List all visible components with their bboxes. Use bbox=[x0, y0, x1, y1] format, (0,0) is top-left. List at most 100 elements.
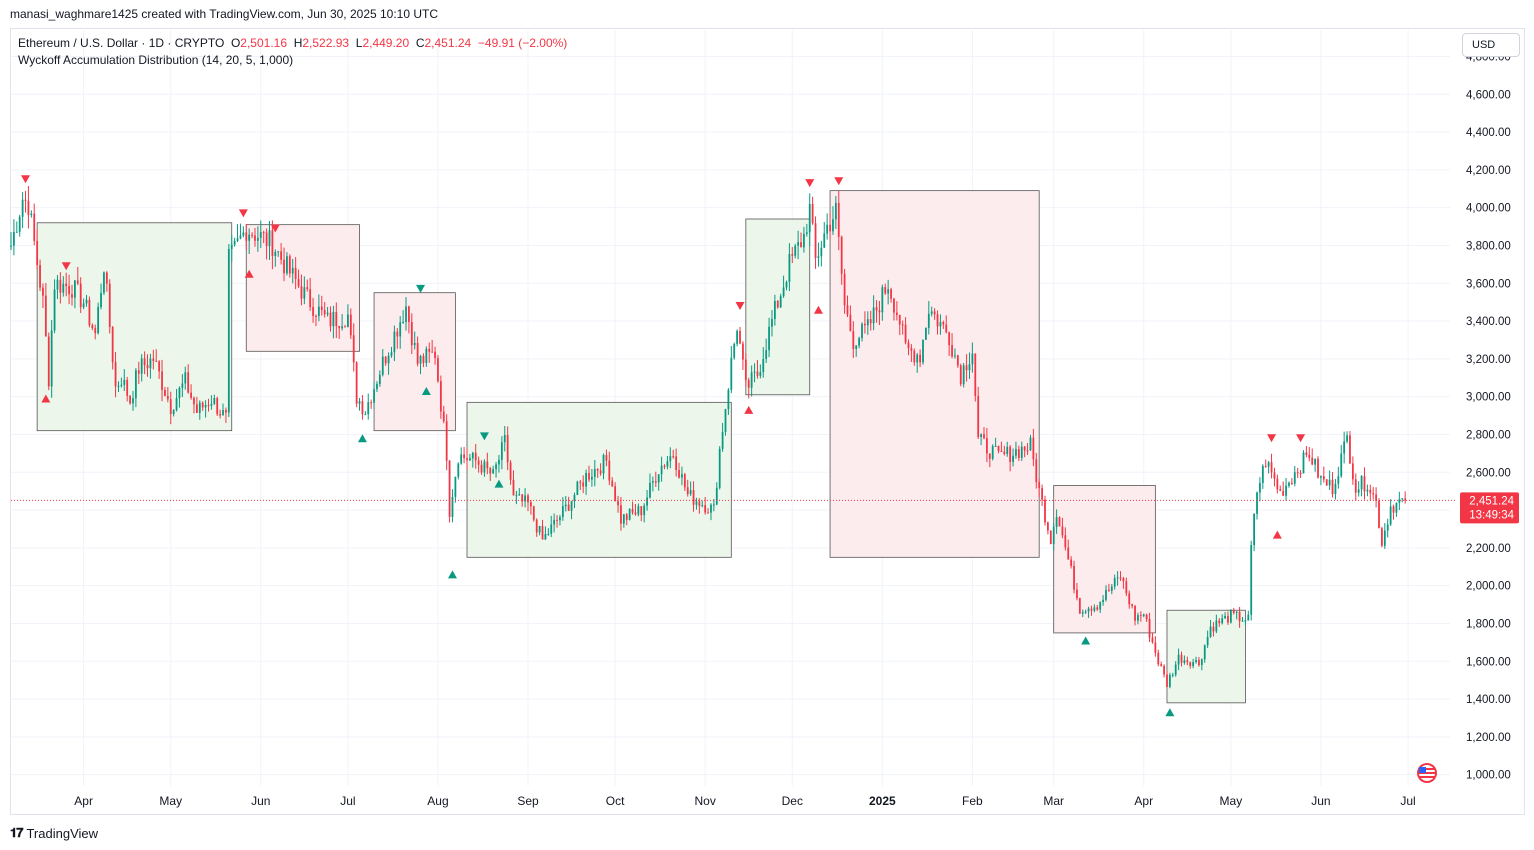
candle-body bbox=[1064, 535, 1067, 548]
candle-body bbox=[1116, 577, 1119, 579]
candle-body bbox=[201, 402, 204, 408]
tradingview-footer[interactable]: 𝟏𝟕 TradingView bbox=[10, 825, 98, 841]
time-tick-label: Feb bbox=[962, 794, 983, 808]
candle-body bbox=[288, 256, 291, 274]
candle-body bbox=[338, 326, 341, 329]
candle-body bbox=[326, 312, 329, 315]
candle-body bbox=[805, 232, 808, 234]
candle-body bbox=[512, 479, 515, 496]
candle-body bbox=[968, 364, 971, 371]
candle-body bbox=[1145, 614, 1148, 620]
price-tick-label: 2,200.00 bbox=[1466, 543, 1511, 555]
candle-body bbox=[47, 336, 50, 387]
candle-body bbox=[1363, 476, 1366, 492]
candle-body bbox=[675, 456, 678, 470]
signal-up-arrow-icon bbox=[244, 269, 254, 278]
candle-body bbox=[1055, 517, 1058, 527]
candle-body bbox=[823, 233, 826, 248]
signal-up-arrow-icon bbox=[1081, 636, 1091, 645]
candle-body bbox=[1058, 517, 1061, 527]
candle-body bbox=[678, 469, 680, 478]
candle-body bbox=[1215, 620, 1218, 632]
candle-body bbox=[588, 473, 590, 480]
candle-body bbox=[593, 469, 596, 477]
candle-body bbox=[323, 310, 326, 315]
candle-body bbox=[204, 405, 207, 408]
candle-body bbox=[628, 509, 631, 520]
candle-body bbox=[576, 481, 579, 495]
candle-body bbox=[495, 464, 497, 470]
time-tick-label: Sep bbox=[517, 794, 539, 808]
candle-body bbox=[210, 403, 213, 406]
candle-body bbox=[111, 326, 114, 363]
candle-body bbox=[925, 327, 927, 340]
candle-body bbox=[651, 481, 654, 483]
candle-body bbox=[672, 456, 675, 458]
candle-body bbox=[251, 234, 253, 236]
bar-countdown: 13:49:34 bbox=[1469, 509, 1514, 521]
candle-body bbox=[1282, 490, 1285, 496]
us-flag-icon[interactable] bbox=[1412, 762, 1442, 784]
candle-body bbox=[1166, 674, 1168, 687]
candle-body bbox=[861, 323, 863, 339]
signal-up-arrow-icon bbox=[447, 570, 457, 579]
chart-caption: manasi_waghmare1425 created with Trading… bbox=[10, 7, 439, 21]
candle-body bbox=[942, 322, 945, 325]
candle-body bbox=[666, 461, 669, 467]
candle-body bbox=[1105, 589, 1107, 600]
candle-body bbox=[1015, 449, 1017, 456]
candle-body bbox=[1180, 654, 1183, 663]
candle-body bbox=[1003, 451, 1006, 455]
candle-body bbox=[1012, 455, 1014, 462]
price-tick-label: 4,000.00 bbox=[1466, 203, 1511, 215]
candle-body bbox=[1346, 435, 1348, 442]
candle-body bbox=[143, 358, 146, 366]
price-tick-label: 1,800.00 bbox=[1466, 618, 1511, 630]
time-tick-label: Nov bbox=[694, 794, 715, 808]
candle-body bbox=[1273, 472, 1276, 479]
candle-body bbox=[140, 358, 143, 374]
candle-body bbox=[1029, 437, 1032, 451]
candle-body bbox=[1192, 662, 1195, 667]
symbol-label[interactable]: Ethereum / U.S. Dollar · 1D · CRYPTO bbox=[18, 36, 225, 50]
candle-body bbox=[233, 240, 236, 245]
candle-body bbox=[332, 311, 335, 327]
candle-body bbox=[283, 259, 285, 274]
candle-body bbox=[1078, 598, 1081, 614]
indicator-label[interactable]: Wyckoff Accumulation Distribution (14, 2… bbox=[18, 53, 294, 67]
candle-body bbox=[1395, 502, 1398, 513]
candle-body bbox=[152, 358, 155, 361]
candle-body bbox=[585, 473, 587, 487]
candle-body bbox=[596, 469, 599, 471]
candle-body bbox=[297, 279, 300, 287]
candle-body bbox=[898, 314, 901, 325]
change-value: −49.91 (−2.00%) bbox=[477, 36, 568, 50]
candle-body bbox=[524, 495, 526, 502]
candle-body bbox=[1125, 581, 1128, 594]
candle-body bbox=[88, 299, 91, 326]
candle-body bbox=[1046, 522, 1049, 531]
candle-body bbox=[954, 355, 956, 357]
signal-down-arrow-icon bbox=[270, 224, 280, 233]
candle-body bbox=[1372, 493, 1375, 495]
candle-body bbox=[175, 398, 178, 411]
candle-body bbox=[1250, 545, 1253, 615]
candle-body bbox=[256, 237, 259, 241]
signal-down-arrow-icon bbox=[805, 179, 815, 188]
candle-body bbox=[1151, 637, 1154, 643]
candle-body bbox=[1087, 608, 1090, 612]
candle-body bbox=[242, 232, 245, 236]
candle-body bbox=[149, 358, 152, 369]
candle-body bbox=[643, 505, 646, 516]
candle-body bbox=[692, 490, 695, 505]
candle-body bbox=[570, 501, 573, 511]
candle-body bbox=[1134, 605, 1136, 621]
candle-body bbox=[683, 474, 686, 488]
candle-body bbox=[599, 470, 602, 474]
candle-body bbox=[195, 404, 198, 413]
candle-body bbox=[991, 446, 994, 459]
candle-body bbox=[466, 458, 468, 461]
currency-button[interactable]: USD bbox=[1462, 33, 1520, 57]
candle-body bbox=[530, 502, 532, 507]
